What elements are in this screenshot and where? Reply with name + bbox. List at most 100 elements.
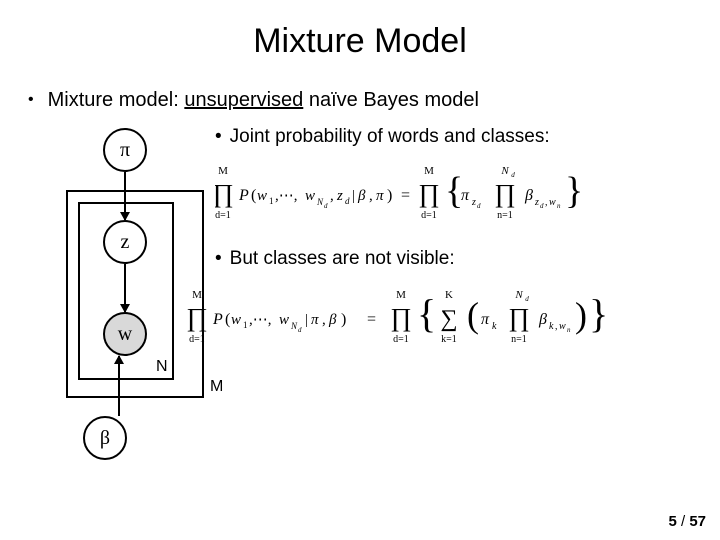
svg-text:w: w (559, 321, 566, 332)
svg-text:(: ( (251, 187, 256, 204)
svg-text:π: π (311, 312, 319, 328)
svg-text:,⋯,: ,⋯, (249, 312, 272, 328)
svg-text:M: M (396, 289, 406, 301)
node-w: w (103, 312, 147, 356)
svg-text:,: , (545, 197, 548, 208)
svg-text:π: π (376, 188, 384, 204)
svg-text:|: | (305, 312, 308, 328)
bullet-dot-icon: • (215, 248, 222, 270)
svg-text:,: , (330, 188, 334, 204)
plate-outer-label: M (210, 378, 223, 396)
svg-text:,: , (555, 321, 558, 332)
svg-text:d: d (477, 202, 481, 210)
svg-text:=: = (401, 187, 410, 204)
page-current: 5 (668, 513, 676, 530)
svg-text:∏: ∏ (508, 303, 529, 332)
svg-text:d: d (511, 171, 515, 179)
svg-text:∏: ∏ (494, 179, 515, 208)
svg-text:w: w (549, 197, 556, 208)
svg-text:,: , (369, 188, 373, 204)
main-bullet-suffix: naïve Bayes model (303, 89, 479, 111)
svg-text:,: , (322, 312, 326, 328)
svg-text:n=1: n=1 (497, 210, 513, 221)
svg-text:∏: ∏ (390, 303, 411, 332)
svg-text:w: w (279, 312, 289, 328)
svg-text:|: | (352, 188, 355, 204)
svg-text:β: β (524, 187, 533, 204)
svg-text:β: β (357, 188, 366, 204)
svg-text:k=1: k=1 (441, 334, 457, 345)
bullet-dot-icon: • (215, 126, 222, 148)
svg-text:N: N (500, 165, 509, 177)
node-z: z (103, 220, 147, 264)
svg-text:n: n (567, 326, 571, 334)
sub-bullet-joint: • Joint probability of words and classes… (215, 126, 710, 148)
content-area: M N π z w β • Joint probability of words… (0, 120, 720, 480)
svg-text:d=1: d=1 (215, 210, 231, 221)
svg-text:M: M (192, 289, 202, 301)
svg-text:d: d (324, 202, 328, 210)
svg-text:}: } (565, 170, 583, 212)
svg-text:P: P (212, 311, 223, 328)
main-bullet-emph: unsupervised (184, 89, 303, 111)
svg-text:1: 1 (269, 196, 274, 206)
main-bullet-text: Mixture model: unsupervised naïve Bayes … (48, 89, 479, 112)
svg-text:∏: ∏ (215, 179, 234, 208)
page-number: 5 / 57 (668, 513, 706, 530)
sub-bullet-marginal: • But classes are not visible: (215, 248, 710, 270)
main-bullet-prefix: Mixture model: (48, 89, 185, 111)
svg-text:): ) (341, 311, 346, 328)
svg-text:K: K (445, 289, 453, 301)
svg-text:N: N (514, 289, 523, 301)
arrow-beta-w (118, 356, 120, 416)
svg-text:d: d (345, 196, 350, 206)
svg-text:d: d (540, 202, 544, 210)
svg-text:w: w (305, 188, 315, 204)
svg-text:}: } (589, 291, 608, 336)
svg-text:z: z (534, 197, 539, 208)
svg-text:P: P (238, 187, 249, 204)
svg-text:k: k (549, 321, 554, 332)
bullet-dot-icon: • (28, 91, 34, 109)
svg-text:k: k (492, 321, 497, 332)
slide-title: Mixture Model (0, 0, 720, 61)
svg-text:M: M (218, 165, 228, 177)
svg-text:): ) (575, 295, 587, 335)
svg-text:β: β (328, 312, 337, 328)
arrow-pi-z (124, 172, 126, 220)
svg-text:): ) (387, 187, 392, 204)
sub-bullet-joint-text: Joint probability of words and classes: (230, 126, 550, 148)
svg-text:n=1: n=1 (511, 334, 527, 345)
svg-text:d: d (525, 295, 529, 303)
svg-text:∏: ∏ (186, 303, 207, 332)
page-sep: / (677, 513, 690, 530)
svg-text:d=1: d=1 (421, 210, 437, 221)
svg-text:{: { (417, 291, 436, 336)
svg-text:d=1: d=1 (393, 334, 409, 345)
svg-text:w: w (231, 312, 241, 328)
svg-text:π: π (481, 311, 490, 328)
arrow-z-w (124, 264, 126, 312)
svg-text:π: π (461, 187, 470, 204)
rhs-column: • Joint probability of words and classes… (215, 126, 710, 352)
svg-text:∏: ∏ (418, 179, 439, 208)
node-pi: π (103, 128, 147, 172)
svg-text:n: n (557, 202, 561, 210)
svg-text:z: z (336, 188, 343, 204)
svg-text:d: d (298, 326, 302, 334)
plate-inner-label: N (156, 358, 168, 376)
formula-marginal: M ∏ d=1 P ( w 1 ,⋯, w N d | π , β ) = M (185, 282, 710, 352)
svg-text:=: = (367, 311, 376, 328)
svg-text:N: N (290, 321, 298, 331)
node-beta: β (83, 416, 127, 460)
svg-text:z: z (471, 197, 476, 208)
svg-text:β: β (538, 311, 547, 328)
sub-bullet-marginal-text: But classes are not visible: (230, 248, 455, 270)
svg-text:(: ( (467, 295, 479, 335)
svg-text:M: M (424, 165, 434, 177)
svg-text:w: w (257, 188, 267, 204)
svg-text:1: 1 (243, 320, 248, 330)
page-total: 57 (689, 513, 706, 530)
svg-text:N: N (316, 197, 324, 207)
svg-text:(: ( (225, 311, 230, 328)
